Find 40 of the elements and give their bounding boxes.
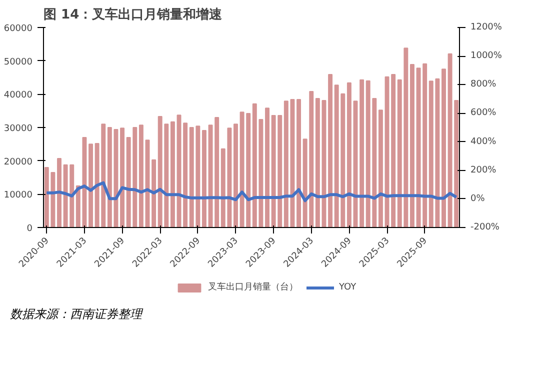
- y2-tick-label: 1000%: [470, 51, 502, 62]
- y-tick-label: 10000: [4, 190, 33, 201]
- bar: [296, 99, 302, 228]
- bar: [170, 121, 175, 228]
- source-note: 数据来源：西南证券整理: [10, 306, 142, 323]
- y-tick-label: 30000: [4, 124, 33, 134]
- line-series: [45, 181, 458, 202]
- bar: [88, 144, 94, 228]
- bar: [234, 124, 238, 228]
- bar: [265, 108, 270, 228]
- y2-tick-label: 1200%: [470, 22, 502, 32]
- bar: [315, 98, 320, 228]
- bar: [183, 122, 188, 228]
- legend-label: 叉车出口月销量（台）: [208, 281, 298, 294]
- bar: [410, 64, 414, 228]
- y-tick-label: 60000: [4, 24, 33, 34]
- bar: [360, 79, 364, 228]
- bar: [202, 130, 206, 228]
- y2-tick-label: 0%: [470, 194, 486, 204]
- y2-tick-label: 800%: [470, 80, 497, 90]
- bar: [152, 159, 156, 228]
- legend-label: YOY: [339, 282, 358, 292]
- bar: [378, 110, 383, 228]
- y-tick-label: 50000: [4, 57, 33, 68]
- bar: [107, 127, 112, 228]
- bar: [120, 128, 125, 228]
- bar: [138, 124, 144, 228]
- bar: [346, 82, 352, 228]
- y-tick-label: 0: [26, 224, 33, 234]
- y-tick-label: 20000: [4, 157, 33, 168]
- bar: [57, 158, 62, 228]
- bar: [391, 74, 396, 228]
- chart-title: 图 14：叉车出口月销量和增速: [44, 6, 224, 22]
- y-tick-label: 40000: [4, 90, 33, 101]
- bar: [442, 68, 446, 228]
- y2-tick-label: 400%: [470, 136, 497, 147]
- bar: [328, 74, 333, 228]
- y2-tick-label: -200%: [470, 222, 500, 232]
- y2-tick-label: 200%: [470, 165, 497, 176]
- y2-tick-label: 600%: [470, 108, 497, 118]
